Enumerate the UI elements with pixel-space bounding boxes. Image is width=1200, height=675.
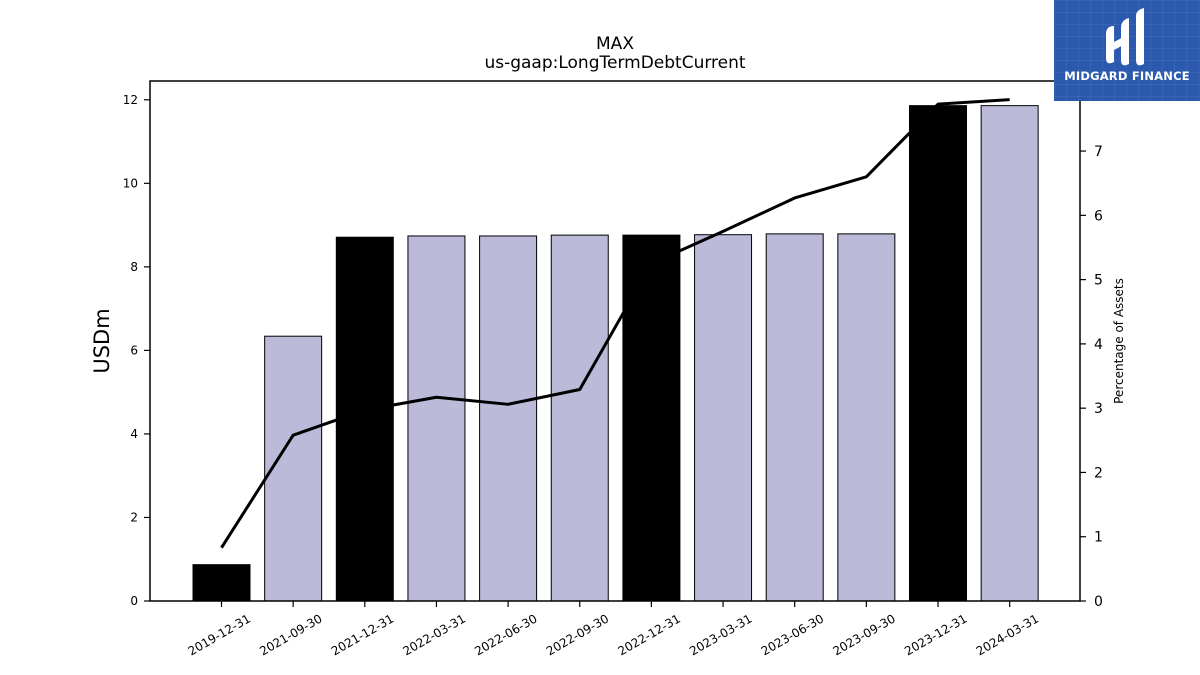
x-tick-label: 2023-03-31 [687, 611, 754, 658]
y-tick-right-label: 0 [1094, 594, 1103, 610]
plot-frame [149, 80, 1081, 602]
x-tick-label: 2024-03-31 [974, 611, 1041, 658]
y-axis-label-right: Percentage of Assets [1112, 278, 1126, 404]
bar-2021-09-30 [264, 335, 323, 602]
y-tick-left-label: 2 [130, 510, 138, 524]
y-axis-label-left: USDm [90, 308, 114, 373]
bar-2019-12-31 [192, 564, 251, 602]
y-tick-right-label: 4 [1094, 337, 1103, 353]
midgard-finance-logo: MIDGARD FINANCE [1054, 0, 1200, 101]
y-tick-left-label: 6 [130, 343, 138, 357]
x-tick-label: 2023-12-31 [902, 611, 969, 658]
bar-2023-09-30 [837, 233, 896, 602]
y-tick-left-label: 12 [123, 93, 138, 107]
y-tick-left-label: 0 [130, 594, 138, 608]
x-tick-label: 2023-06-30 [759, 611, 826, 658]
bar-2021-12-31 [335, 236, 394, 602]
x-tick-label: 2022-09-30 [544, 611, 611, 658]
y-tick-right-label: 1 [1094, 530, 1103, 546]
y-tick-right-label: 7 [1094, 144, 1103, 160]
bars-group [192, 105, 1039, 602]
x-tick-label: 2022-12-31 [615, 611, 682, 658]
y-tick-right-label: 6 [1094, 208, 1103, 224]
y-tick-left-label: 4 [130, 427, 138, 441]
line-series-group [220, 98, 1010, 549]
y-tick-right-label: 5 [1094, 273, 1103, 289]
x-tick-label: 2021-12-31 [329, 611, 396, 658]
bar-2022-06-30 [479, 235, 538, 602]
bar-2022-12-31 [622, 234, 681, 602]
bar-2023-12-31 [909, 105, 967, 602]
y-tick-left-label: 10 [123, 176, 138, 190]
bar-2022-09-30 [550, 234, 609, 602]
bar-2023-03-31 [694, 234, 753, 602]
y-tick-right-label: 2 [1094, 465, 1103, 481]
chart-subtitle: us-gaap:LongTermDebtCurrent [484, 53, 745, 73]
bar-2023-06-30 [765, 233, 824, 602]
x-tick-label: 2022-03-31 [401, 611, 468, 658]
logo-mark-icon [1106, 8, 1144, 66]
bar-2024-03-31 [980, 105, 1039, 602]
x-tick-label: 2021-09-30 [257, 611, 324, 658]
y-tick-right-label: 3 [1094, 401, 1103, 417]
x-tick-label: 2023-09-30 [830, 611, 897, 658]
percentage-of-assets-line [220, 98, 1010, 549]
x-tick-label: 2022-06-30 [472, 611, 539, 658]
y-tick-left-label: 8 [130, 260, 138, 274]
logo-text: MIDGARD FINANCE [1064, 69, 1190, 83]
bar-2022-03-31 [407, 235, 466, 602]
chart-title: MAX [596, 34, 634, 54]
x-tick-label: 2019-12-31 [186, 611, 253, 658]
